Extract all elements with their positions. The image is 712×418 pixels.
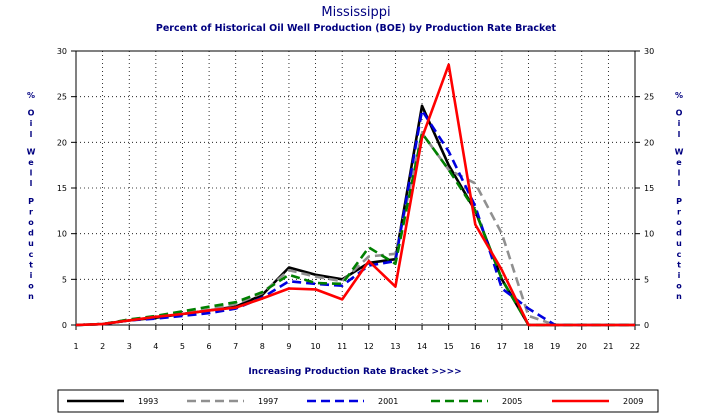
x-tick-label: 8 (260, 342, 265, 351)
x-tick-label: 7 (233, 342, 238, 351)
y-axis-label-char: t (677, 260, 681, 269)
y-axis-label-char: o (676, 282, 682, 291)
y-axis-label-char: o (28, 282, 34, 291)
y-axis-label-char: c (29, 250, 34, 259)
y-axis-label-char: l (30, 169, 33, 178)
y-axis-label-char: O (676, 109, 683, 118)
y-tick-label-right: 20 (644, 138, 654, 147)
legend-label-1993: 1993 (138, 397, 158, 406)
y-axis-label-char: e (28, 158, 34, 167)
legend-label-1997: 1997 (258, 397, 278, 406)
y-axis-label-char: n (676, 292, 682, 301)
y-axis-label-char: O (28, 109, 35, 118)
y-axis-label-char: d (28, 229, 34, 238)
y-tick-label-left: 25 (57, 93, 67, 102)
legend: 1993 1997 2001 2005 2009 (67, 397, 643, 406)
y-axis-label-char: W (675, 147, 684, 156)
x-tick-label: 19 (550, 342, 560, 351)
y-tick-label-right: 30 (644, 47, 654, 56)
y-tick-label-right: 25 (644, 93, 654, 102)
y-axis-label-char: r (29, 207, 33, 216)
x-tick-label: 11 (337, 342, 347, 351)
y-axis-label-char: t (29, 260, 33, 269)
y-axis-label-char: W (27, 147, 36, 156)
series-lines (75, 63, 635, 327)
x-axis-label: Increasing Production Rate Bracket >>>> (248, 367, 461, 377)
axis-ticks: 1 2 3 4 5 6 7 8 9 10 11 12 13 14 15 16 17 18 19 20 21 220 05 51… (57, 47, 654, 351)
x-tick-label: 22 (630, 342, 640, 351)
x-tick-label: 5 (180, 342, 185, 351)
y-axis-label-char: P (28, 197, 34, 206)
y-tick-label-left: 10 (57, 230, 67, 239)
y-axis-label-char: % (27, 91, 35, 100)
y-axis-label-char: o (28, 218, 34, 227)
grid-lines (76, 51, 635, 325)
x-tick-label: 10 (310, 342, 320, 351)
y-tick-label-right: 5 (644, 275, 649, 284)
x-tick-label: 2 (100, 342, 105, 351)
y-axis-label-char: u (28, 239, 34, 248)
y-tick-label-right: 10 (644, 230, 654, 239)
x-tick-label: 9 (286, 342, 291, 351)
chart-subtitle: Percent of Historical Oil Well Productio… (156, 23, 557, 34)
series-line-2009 (75, 63, 635, 327)
x-tick-label: 4 (153, 342, 158, 351)
x-tick-label: 16 (470, 342, 480, 351)
series-line-2005 (75, 131, 635, 327)
x-tick-label: 12 (364, 342, 374, 351)
y-axis-label-char: u (676, 239, 682, 248)
y-axis-label-char: % (675, 91, 683, 100)
x-tick-label: 14 (417, 342, 427, 351)
x-tick-label: 20 (577, 342, 587, 351)
x-tick-label: 3 (127, 342, 132, 351)
chart-title: Mississippi (321, 5, 390, 20)
y-axis-label-char: l (678, 179, 681, 188)
y-tick-label-right: 15 (644, 184, 654, 193)
y-axis-label-char: n (28, 292, 34, 301)
x-tick-label: 21 (603, 342, 613, 351)
series-line-2001 (75, 109, 635, 327)
x-tick-label: 13 (390, 342, 400, 351)
x-tick-label: 6 (207, 342, 212, 351)
x-tick-label: 18 (523, 342, 533, 351)
y-axis-label-char: d (676, 229, 682, 238)
y-axis-label-char: l (678, 169, 681, 178)
y-axis-label-char: l (30, 179, 33, 188)
legend-label-2001: 2001 (378, 397, 398, 406)
series-line-1997 (75, 131, 635, 327)
x-tick-label: 1 (73, 342, 78, 351)
y-tick-label-left: 0 (62, 321, 67, 330)
y-axis-label-char: l (678, 130, 681, 139)
y-axis-label-char: o (676, 218, 682, 227)
y-axis-label-char: i (30, 271, 33, 280)
legend-label-2009: 2009 (623, 397, 643, 406)
y-tick-label-right: 0 (644, 321, 649, 330)
plot-area-frame (75, 50, 636, 326)
y-axis-label-char: c (677, 250, 682, 259)
y-axis-label-char: r (677, 207, 681, 216)
x-tick-label: 17 (497, 342, 507, 351)
y-tick-label-left: 15 (57, 184, 67, 193)
legend-label-2005: 2005 (502, 397, 522, 406)
y-axis-label-char: e (676, 158, 682, 167)
y-axis-label-char: i (30, 119, 33, 128)
y-axis-label-char: i (678, 119, 681, 128)
series-line-1993 (75, 104, 635, 327)
y-tick-label-left: 5 (62, 275, 67, 284)
y-axis-label-char: l (30, 130, 33, 139)
y-tick-label-left: 30 (57, 47, 67, 56)
x-tick-label: 15 (444, 342, 454, 351)
y-tick-label-left: 20 (57, 138, 67, 147)
y-axis-label-char: i (678, 271, 681, 280)
y-axis-label-char: P (676, 197, 682, 206)
